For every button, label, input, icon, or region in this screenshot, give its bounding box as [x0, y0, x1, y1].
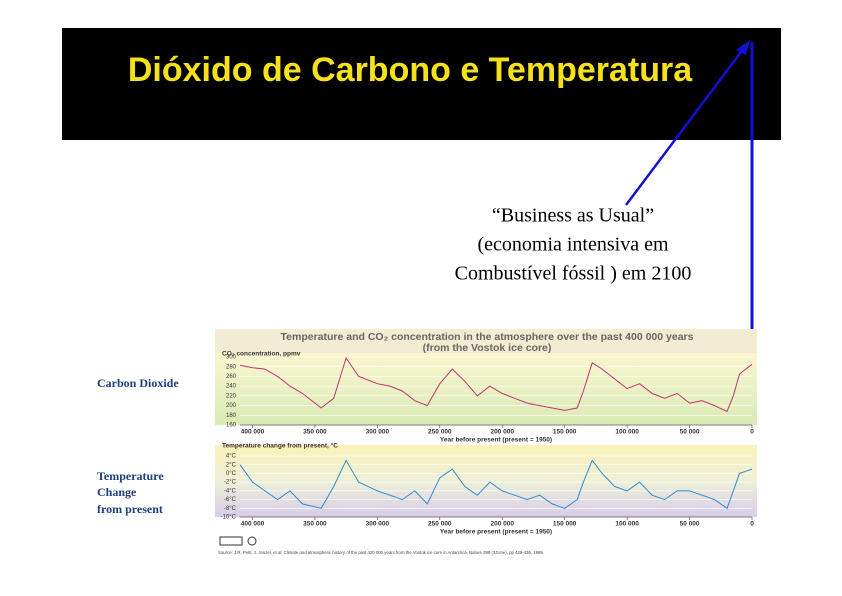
- x-tick-label: 50 000: [680, 521, 700, 528]
- x-axis-title: Year before present (present = 1950): [440, 437, 552, 444]
- annotation: (economia intensiva em: [477, 234, 668, 256]
- arrow-head: [736, 40, 750, 55]
- title-bar: [62, 28, 781, 140]
- y-tick-label: 180: [226, 413, 237, 419]
- logo: [219, 536, 243, 546]
- y-tick-label: 160: [226, 423, 237, 429]
- x-tick-label: 250 000: [428, 429, 452, 436]
- x-tick-label: 200 000: [490, 429, 514, 436]
- x-tick-label: 250 000: [428, 521, 452, 528]
- y-tick-label: -6°C: [224, 497, 237, 503]
- side-label: Change: [97, 485, 137, 499]
- y-tick-label: 260: [226, 374, 237, 380]
- side-label: Temperature: [97, 469, 164, 483]
- x-tick-label: 100 000: [615, 521, 639, 528]
- data-line: [239, 356, 753, 413]
- x-tick-label: 150 000: [553, 521, 577, 528]
- source: Source: J.R. Petit, J. Jouzel, et al. Cl…: [218, 550, 544, 555]
- y-tick-label: 200: [226, 403, 237, 409]
- arrow: [625, 47, 745, 206]
- logo: [247, 536, 257, 546]
- x-tick-label: 100 000: [615, 429, 639, 436]
- x-tick-label: 150 000: [553, 429, 577, 436]
- y-tick-label: 2°C: [226, 462, 237, 468]
- x-tick-label: 200 000: [490, 521, 514, 528]
- y-tick-label: 240: [226, 384, 237, 390]
- x-tick-label: 400 000: [241, 521, 265, 528]
- chart-header: Temperature and CO₂ concentration in the…: [281, 331, 694, 343]
- data-line: [239, 459, 753, 510]
- y-tick-label: -4°C: [224, 488, 237, 494]
- side-label: from present: [97, 502, 163, 516]
- x-tick-label: 350 000: [303, 521, 327, 528]
- x-axis-title: Year before present (present = 1950): [440, 529, 552, 536]
- y-tick-label: -2°C: [224, 480, 237, 486]
- panel-title: CO₂ concentration, ppmv: [222, 351, 301, 358]
- x-tick-label: 400 000: [241, 429, 265, 436]
- chart-header-bg: [215, 329, 757, 353]
- x-tick-label: 300 000: [366, 429, 390, 436]
- chart-header: (from the Vostok ice core): [423, 342, 552, 354]
- y-tick-label: -8°C: [224, 506, 237, 512]
- y-tick-label: 220: [226, 393, 237, 399]
- x-tick-label: 0: [750, 429, 754, 436]
- y-tick-label: 0°C: [226, 471, 237, 477]
- side-label: Carbon Dioxide: [97, 376, 179, 390]
- annotation: Combustível fóssil ) em 2100: [455, 263, 692, 285]
- slide-title: Dióxido de Carbono e Temperatura: [128, 51, 693, 89]
- annotation: “Business as Usual”: [492, 205, 654, 227]
- x-tick-label: 300 000: [366, 521, 390, 528]
- y-tick-label: 280: [226, 364, 237, 370]
- x-tick-label: 50 000: [680, 429, 700, 436]
- panel-title: Temperature change from present, °C: [222, 442, 338, 450]
- y-tick-label: -10°C: [221, 515, 237, 521]
- x-tick-label: 0: [750, 521, 754, 528]
- y-tick-label: 300: [226, 355, 237, 361]
- y-tick-label: 4°C: [226, 454, 237, 460]
- x-tick-label: 350 000: [303, 429, 327, 436]
